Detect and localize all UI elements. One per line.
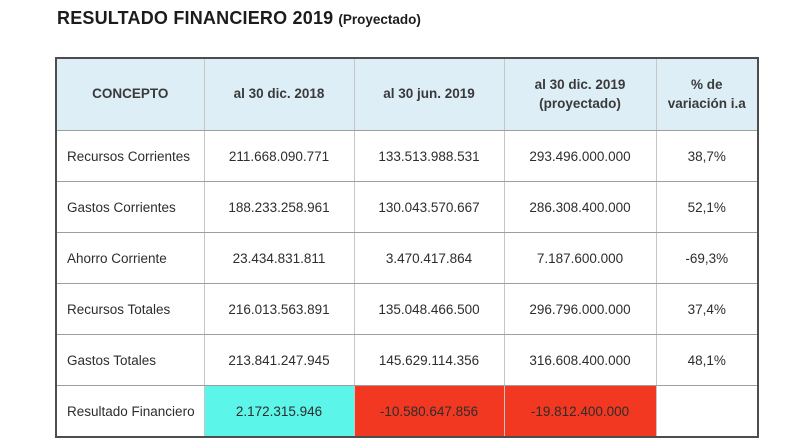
page-title: RESULTADO FINANCIERO 2019 (Proyectado) (57, 8, 421, 29)
cell-concepto: Ahorro Corriente (55, 232, 205, 284)
cell-variation: 37,4% (655, 283, 759, 335)
cell-concepto: Gastos Totales (55, 334, 205, 386)
table-row-recursos-corrientes: Recursos Corrientes 211.668.090.771 133.… (55, 130, 759, 182)
table-row-gastos-corrientes: Gastos Corrientes 188.233.258.961 130.04… (55, 181, 759, 233)
page-title-main: RESULTADO FINANCIERO 2019 (57, 8, 334, 28)
cell-variation-empty (655, 385, 759, 438)
result-cell-negative: -10.580.647.856 (353, 385, 505, 438)
result-cell-positive: 2.172.315.946 (203, 385, 355, 438)
header-cell-concepto: CONCEPTO (55, 57, 205, 131)
cell-concepto: Recursos Totales (55, 283, 205, 335)
cell-value: 286.308.400.000 (503, 181, 657, 233)
table-row-resultado-financiero: Resultado Financiero 2.172.315.946 -10.5… (55, 385, 759, 438)
financial-results-table: CONCEPTO al 30 dic. 2018 al 30 jun. 2019… (55, 57, 759, 438)
table-row-gastos-totales: Gastos Totales 213.841.247.945 145.629.1… (55, 334, 759, 386)
header-cell-variacion: % de variación i.a (655, 57, 759, 131)
page-title-suffix: (Proyectado) (338, 12, 421, 27)
cell-value: 7.187.600.000 (503, 232, 657, 284)
cell-value: 211.668.090.771 (203, 130, 355, 182)
cell-variation: -69,3% (655, 232, 759, 284)
cell-value: 23.434.831.811 (203, 232, 355, 284)
cell-value: 130.043.570.667 (353, 181, 505, 233)
table-row-recursos-totales: Recursos Totales 216.013.563.891 135.048… (55, 283, 759, 335)
table-header: CONCEPTO al 30 dic. 2018 al 30 jun. 2019… (55, 57, 759, 131)
cell-value: 3.470.417.864 (353, 232, 505, 284)
result-cell-negative: -19.812.400.000 (503, 385, 657, 438)
cell-value: 293.496.000.000 (503, 130, 657, 182)
cell-variation: 52,1% (655, 181, 759, 233)
cell-value: 296.796.000.000 (503, 283, 657, 335)
cell-variation: 48,1% (655, 334, 759, 386)
header-cell-dic-2019-proyectado: al 30 dic. 2019 (proyectado) (503, 57, 657, 131)
cell-variation: 38,7% (655, 130, 759, 182)
cell-value: 188.233.258.961 (203, 181, 355, 233)
header-row: CONCEPTO al 30 dic. 2018 al 30 jun. 2019… (55, 57, 759, 131)
header-cell-jun-2019: al 30 jun. 2019 (353, 57, 505, 131)
cell-value: 216.013.563.891 (203, 283, 355, 335)
cell-concepto: Gastos Corrientes (55, 181, 205, 233)
cell-concepto: Resultado Financiero (55, 385, 205, 438)
header-cell-dic-2018: al 30 dic. 2018 (203, 57, 355, 131)
cell-value: 145.629.114.356 (353, 334, 505, 386)
cell-value: 213.841.247.945 (203, 334, 355, 386)
cell-value: 133.513.988.531 (353, 130, 505, 182)
cell-concepto: Recursos Corrientes (55, 130, 205, 182)
table-row-ahorro-corriente: Ahorro Corriente 23.434.831.811 3.470.41… (55, 232, 759, 284)
cell-value: 316.608.400.000 (503, 334, 657, 386)
cell-value: 135.048.466.500 (353, 283, 505, 335)
